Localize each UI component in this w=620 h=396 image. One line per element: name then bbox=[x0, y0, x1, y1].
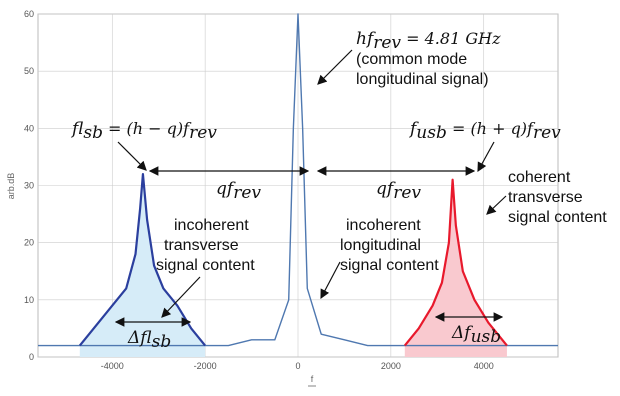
coherent-transverse-1: coherent bbox=[508, 169, 571, 186]
spectrum-line bbox=[38, 13, 558, 347]
y-tick-label: 30 bbox=[24, 181, 34, 191]
y-tick-label: 50 bbox=[24, 66, 34, 76]
y-tick-label: 10 bbox=[24, 295, 34, 305]
coherent-transverse-2: transverse bbox=[508, 189, 583, 206]
upper-sideband-line bbox=[403, 178, 508, 347]
incoherent-transverse-arrow bbox=[161, 276, 201, 318]
common-mode-label-1: (common mode bbox=[356, 51, 467, 68]
incoherent-longitudinal-1: incoherent bbox=[346, 217, 421, 234]
incoherent-transverse-1: incoherent bbox=[174, 217, 249, 234]
incoherent-longitudinal-3: signal content bbox=[340, 257, 439, 274]
hf-rev-annotation: hfrev = 4.81 GHz bbox=[356, 29, 501, 53]
y-tick-label: 60 bbox=[24, 9, 34, 19]
y-tick-label: 40 bbox=[24, 123, 34, 133]
lower-sideband-line bbox=[78, 172, 206, 347]
y-tick-label: 20 bbox=[24, 238, 34, 248]
f-lsb-annotation: flsb = (h − q)frev bbox=[70, 119, 217, 143]
incoherent-transverse-3: signal content bbox=[156, 257, 255, 274]
x-axis-label: f bbox=[311, 374, 314, 384]
y-tick-label: 0 bbox=[29, 352, 34, 362]
y-axis-ticks: 0 10 20 30 40 50 60 bbox=[24, 9, 34, 362]
coherent-transverse-arrow bbox=[486, 195, 507, 215]
x-tick-label: 2000 bbox=[381, 361, 401, 371]
x-tick-label: 0 bbox=[295, 361, 300, 371]
coherent-transverse-3: signal content bbox=[508, 209, 607, 226]
delta-f-lsb-label: Δflsb bbox=[127, 328, 171, 352]
spectrum-lines bbox=[38, 13, 558, 347]
incoherent-longitudinal-2: longitudinal bbox=[340, 237, 421, 254]
x-tick-label: -2000 bbox=[194, 361, 217, 371]
f-lsb-arrow bbox=[117, 141, 147, 171]
x-axis-ticks: -4000 -2000 0 2000 4000 bbox=[101, 361, 494, 371]
incoherent-longitudinal-arrow bbox=[320, 261, 341, 300]
f-usb-arrow bbox=[477, 141, 495, 173]
x-tick-label: 4000 bbox=[474, 361, 494, 371]
hf-rev-arrow bbox=[317, 49, 353, 85]
x-tick-label: -4000 bbox=[101, 361, 124, 371]
common-mode-label-2: longitudinal signal) bbox=[356, 71, 489, 88]
incoherent-transverse-2: transverse bbox=[164, 237, 239, 254]
y-axis-label: arb.dB bbox=[6, 173, 16, 200]
f-usb-annotation: fusb = (h + q)frev bbox=[408, 119, 561, 143]
delta-f-usb-label: Δfusb bbox=[451, 323, 501, 347]
qf-left-label: qfrev bbox=[216, 179, 261, 203]
qf-right-label: qfrev bbox=[376, 179, 421, 203]
lower-sideband-fill bbox=[79, 174, 206, 357]
